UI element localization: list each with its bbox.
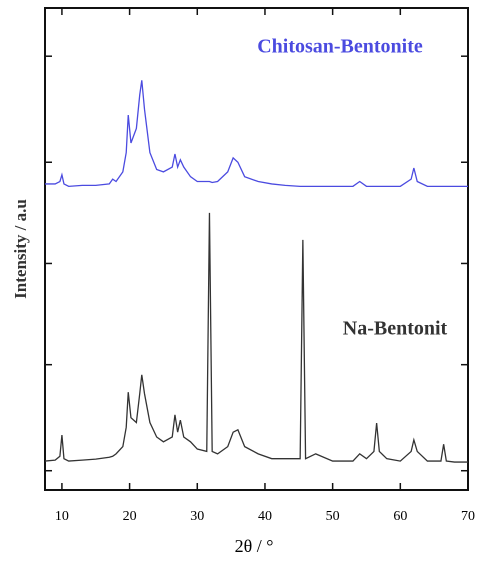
x-axis-label: 2θ / ° bbox=[235, 536, 274, 556]
x-tick-label: 30 bbox=[190, 509, 204, 524]
series-label: Na-Bentonit bbox=[343, 318, 448, 340]
plot-frame bbox=[44, 7, 469, 491]
series-line bbox=[45, 80, 468, 188]
x-tick-label: 40 bbox=[258, 509, 272, 524]
series-label: Chitosan-Bentonite bbox=[257, 36, 423, 58]
y-axis-label: Intensity / a.u bbox=[11, 199, 30, 299]
x-tick-label: 50 bbox=[326, 509, 340, 524]
x-tick-label: 70 bbox=[461, 509, 475, 524]
series-line bbox=[44, 212, 468, 463]
x-tick-label: 60 bbox=[393, 509, 407, 524]
x-tick-label: 10 bbox=[55, 509, 69, 524]
x-tick-label: 20 bbox=[123, 509, 137, 524]
